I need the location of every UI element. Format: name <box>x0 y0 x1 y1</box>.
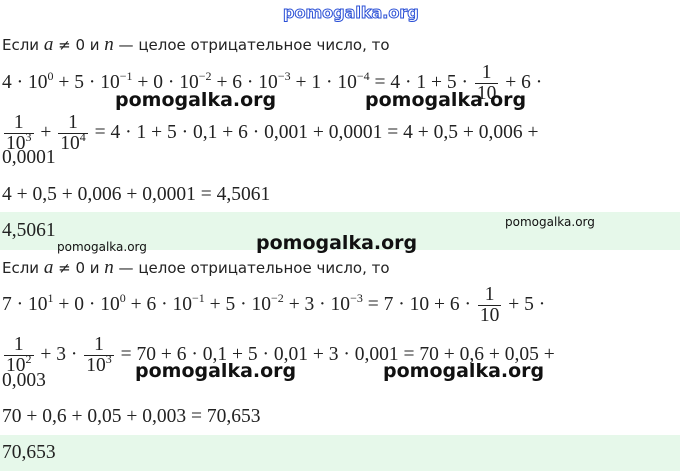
den-base: 10 <box>6 133 26 154</box>
watermark: pomogalka.org <box>57 240 147 254</box>
variable: n <box>104 34 114 55</box>
text: + 0 · 10 <box>132 71 199 93</box>
den-base: 10 <box>86 355 106 376</box>
variable: n <box>104 257 114 278</box>
text: 4 · 10 <box>2 71 48 93</box>
fraction: 1 103 <box>84 335 114 376</box>
text: + 6 · 10 <box>211 71 278 93</box>
answer: 4,5061 <box>2 220 56 241</box>
exponent: 4 <box>79 130 86 144</box>
text: ≠ 0 и <box>53 259 105 277</box>
exponent: 1 <box>47 290 54 305</box>
text: 4 + 0,5 + 0,006 + 0,0001 = 4,5061 <box>2 184 271 205</box>
denominator: 10 <box>475 84 499 104</box>
answer-band <box>0 435 680 471</box>
text: = 70 + 6 · 0,1 + 5 · 0,01 + 3 · 0,001 = … <box>115 343 555 365</box>
math-line: 7 · 101 + 0 · 100 + 6 · 10−1 + 5 · 10−2 … <box>2 285 546 326</box>
exponent: 0 <box>119 290 126 305</box>
exponent: −4 <box>356 68 370 83</box>
text: + 6 · 10 <box>125 293 192 315</box>
denominator: 102 <box>4 353 34 376</box>
denominator: 103 <box>4 131 34 154</box>
text: + 5 · <box>503 293 546 315</box>
variable: a <box>43 34 54 55</box>
exponent: −1 <box>192 290 205 305</box>
watermark: pomogalka.org <box>505 215 595 229</box>
exponent: 3 <box>105 352 112 366</box>
numerator: 1 <box>58 113 88 134</box>
watermark: pomogalka.org <box>365 89 527 111</box>
watermark: pomogalka.org <box>256 232 418 254</box>
answer-band <box>0 212 680 250</box>
text: + 1 · 10 <box>290 71 357 93</box>
intro-text: Если a ≠ 0 и n — целое отрицательное чис… <box>2 253 390 283</box>
denominator: 103 <box>84 353 114 376</box>
fraction: 1 102 <box>4 335 34 376</box>
text: = 4 · 1 + 5 · 0,1 + 6 · 0,001 + 0,0001 =… <box>89 121 539 143</box>
text: + 3 · 10 <box>283 293 351 315</box>
den-base: 10 <box>60 133 80 154</box>
text: Если <box>2 36 44 54</box>
text: + <box>35 121 57 143</box>
fraction: 1 10 <box>474 63 499 104</box>
watermark: pomogalka.org <box>383 360 545 382</box>
text: 0,003 <box>2 370 46 391</box>
fraction: 1 103 <box>4 113 34 154</box>
text: = 7 · 10 + 6 · <box>362 293 476 315</box>
math-line: 70 + 0,6 + 0,05 + 0,003 = 70,653 <box>2 402 261 432</box>
text: + 0 · 10 <box>53 293 120 315</box>
math-line: 1 103 + 1 104 = 4 · 1 + 5 · 0,1 + 6 · 0,00… <box>2 113 539 154</box>
numerator: 1 <box>4 335 34 356</box>
fraction: 1 10 <box>477 285 502 326</box>
text: + 3 · <box>35 343 83 365</box>
text: 7 · 10 <box>2 293 48 315</box>
answer: 70,653 <box>2 442 56 463</box>
text: — целое отрицательное число, то <box>113 36 390 54</box>
den-base: 10 <box>479 305 500 326</box>
den-base: 10 <box>6 355 26 376</box>
watermark: pomogalka.org <box>115 89 277 111</box>
exponent: −1 <box>119 68 133 83</box>
exponent: −2 <box>198 68 212 83</box>
den-base: 10 <box>476 83 497 104</box>
variable: a <box>43 257 54 278</box>
math-line: 1 102 + 3 · 1 103 = 70 + 6 · 0,1 + 5 · 0,0… <box>2 335 555 376</box>
math-line: 0,0001 <box>2 143 56 173</box>
text: Если <box>2 259 44 277</box>
exponent: −2 <box>271 290 284 305</box>
exponent: 3 <box>25 130 32 144</box>
text: ≠ 0 и <box>53 36 105 54</box>
exponent: 2 <box>25 352 32 366</box>
text: + 6 · <box>500 71 543 93</box>
math-line: 4 + 0,5 + 0,006 + 0,0001 = 4,5061 <box>2 180 270 210</box>
numerator: 1 <box>4 113 34 134</box>
numerator: 1 <box>474 63 499 84</box>
text: + 5 · 10 <box>204 293 272 315</box>
math-line: 4 · 100 + 5 · 10−1 + 0 · 10−2 + 6 · 10−3… <box>2 63 543 104</box>
text: 0,0001 <box>2 147 56 168</box>
denominator: 104 <box>58 131 88 154</box>
text: = 4 · 1 + 5 · <box>369 71 473 93</box>
text: — целое отрицательное число, то <box>113 259 390 277</box>
intro-text: Если a ≠ 0 и n — целое отрицательное чис… <box>2 30 390 60</box>
fraction: 1 104 <box>58 113 88 154</box>
exponent: 0 <box>47 68 54 83</box>
watermark: pomogalka.org <box>283 3 420 23</box>
exponent: −3 <box>350 290 363 305</box>
exponent: −3 <box>277 68 291 83</box>
numerator: 1 <box>84 335 114 356</box>
denominator: 10 <box>478 306 502 326</box>
watermark: pomogalka.org <box>135 360 297 382</box>
math-line: 0,003 <box>2 366 46 396</box>
text: + 5 · 10 <box>53 71 120 93</box>
numerator: 1 <box>477 285 502 306</box>
text: 70 + 0,6 + 0,05 + 0,003 = 70,653 <box>2 406 261 427</box>
